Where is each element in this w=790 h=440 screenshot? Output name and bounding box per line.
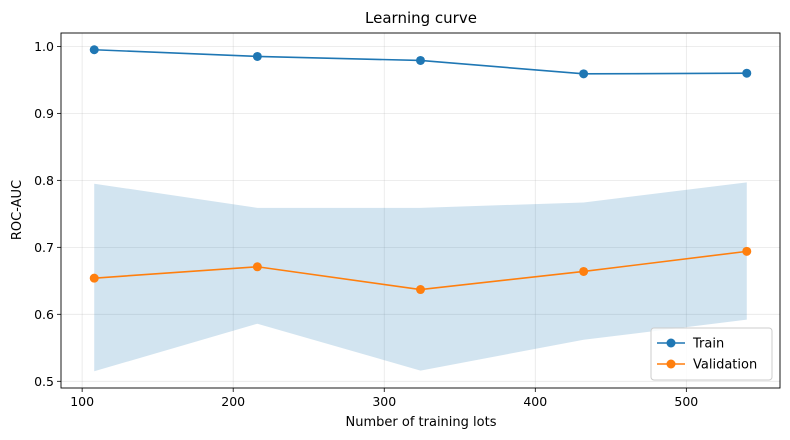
x-tick-label-0: 100	[70, 394, 94, 409]
legend-validation-label: Validation	[693, 358, 757, 373]
plot-frame	[60, 32, 781, 389]
train-point-4	[742, 68, 752, 78]
y-tick-label-4: 0.9	[34, 106, 54, 121]
legend-train-label: Train	[692, 337, 724, 352]
y-tick-label-3: 0.8	[34, 173, 54, 188]
series-layer	[89, 45, 752, 295]
train-point-2	[416, 55, 425, 65]
y-tick-label-5: 1.0	[34, 39, 54, 54]
chart-title: Learning curve	[365, 9, 477, 27]
y-tick-label-2: 0.7	[34, 240, 54, 255]
validation-point-2	[416, 285, 425, 295]
validation-point-4	[742, 246, 752, 256]
legend-validation-marker	[666, 359, 676, 369]
train-point-3	[579, 69, 589, 79]
y-tick-label-0: 0.5	[34, 374, 54, 389]
y-axis-label: ROC-AUC	[10, 180, 25, 240]
x-tick-label-3: 400	[523, 394, 547, 409]
grid-lines	[61, 33, 780, 388]
legend: Train Validation	[650, 327, 773, 381]
legend-box	[650, 327, 773, 381]
x-axis-label: Number of training lots	[346, 415, 497, 430]
validation-point-0	[89, 273, 99, 283]
y-axis-ticks: 0.5 0.6 0.7 0.8 0.9 1.0	[34, 39, 61, 389]
train-point-1	[252, 51, 262, 61]
x-tick-label-1: 200	[221, 394, 245, 409]
y-tick-label-1: 0.6	[34, 307, 54, 322]
train-point-0	[89, 45, 99, 55]
validation-confidence-band	[94, 182, 747, 372]
x-tick-label-4: 500	[674, 394, 698, 409]
legend-train-marker	[666, 338, 676, 348]
validation-point-1	[252, 262, 262, 272]
x-tick-label-2: 300	[372, 394, 396, 409]
validation-point-3	[579, 266, 589, 276]
confidence-band-layer	[94, 182, 747, 372]
x-axis-ticks: 100 200 300 400 500	[70, 388, 698, 409]
